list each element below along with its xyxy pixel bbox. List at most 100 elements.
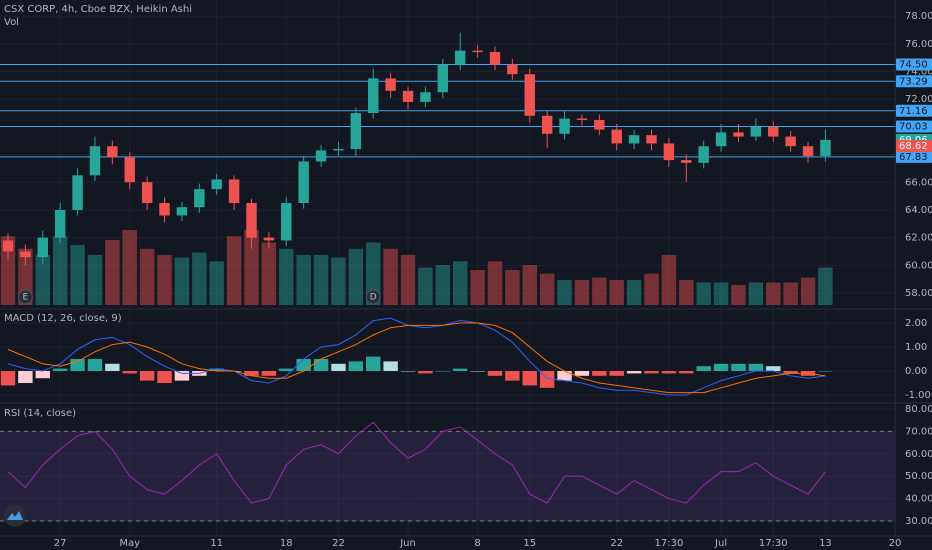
y-tick-label: 76.00 <box>905 39 932 50</box>
event-label: E <box>23 293 29 303</box>
volume-bar <box>139 248 155 305</box>
candle-body <box>263 237 275 241</box>
macd-hist <box>331 363 346 372</box>
logo-mark[interactable] <box>7 511 23 520</box>
volume-bar <box>209 261 224 305</box>
macd-hist <box>661 371 677 374</box>
y-tick-label: 1.00 <box>905 342 927 353</box>
macd-title: MACD (12, 26, close, 9) <box>4 313 122 324</box>
candle-body <box>559 118 570 134</box>
y-tick-label: 70.00 <box>905 426 932 437</box>
macd-hist <box>174 371 190 381</box>
volume-bar <box>313 255 329 305</box>
macd-hist <box>366 356 381 372</box>
volume-bar <box>296 255 311 305</box>
macd-hist <box>644 371 659 374</box>
candle-body <box>663 143 675 161</box>
candle-body <box>246 203 257 238</box>
y-tick-label: 78.00 <box>905 11 932 22</box>
y-tick-label: 60.00 <box>905 260 932 271</box>
price-box-label: 70.03 <box>899 121 928 132</box>
macd-hist <box>244 371 259 376</box>
macd-hist <box>783 371 798 374</box>
x-tick-label: May <box>119 538 140 549</box>
price-box <box>896 104 932 117</box>
signal-line <box>7 322 826 394</box>
candle-body <box>768 126 779 137</box>
rsi-title: RSI (14, close) <box>4 408 76 419</box>
macd-hist <box>383 361 398 372</box>
price-box-label: 68.62 <box>899 141 928 152</box>
volume-bar <box>783 282 798 305</box>
candle-body <box>594 119 605 130</box>
candle-body <box>194 189 205 208</box>
candle-body <box>402 90 414 102</box>
candle-body <box>107 146 118 158</box>
y-tick-label: 80.00 <box>905 404 932 415</box>
candle-body <box>298 161 309 204</box>
y-tick-label: 74.00 <box>905 66 932 77</box>
price-box <box>896 139 932 152</box>
volume-bar <box>435 265 451 305</box>
x-tick-label: Jun <box>399 538 416 549</box>
volume-bar <box>35 255 51 305</box>
macd-hist <box>261 371 277 376</box>
x-tick-label: 11 <box>210 538 223 549</box>
volume-bar <box>696 282 711 305</box>
volume-bar <box>644 273 659 305</box>
x-tick-label: 18 <box>280 538 293 549</box>
macd-hist <box>766 366 781 372</box>
macd-hist <box>70 359 85 372</box>
volume-bar <box>539 273 555 305</box>
candle-body <box>281 203 292 241</box>
volume-bar <box>731 285 746 305</box>
candle-body <box>420 92 431 102</box>
volume-bar <box>557 280 572 305</box>
macd-hist <box>279 368 294 372</box>
y-tick-label: 40.00 <box>905 494 932 505</box>
macd-hist <box>731 363 746 372</box>
candle-body <box>315 150 327 162</box>
candle-body <box>350 113 362 150</box>
macd-hist <box>574 371 590 376</box>
candle-body <box>2 240 14 252</box>
volume-bar <box>348 248 364 305</box>
macd-line <box>7 317 826 396</box>
volume-bar <box>748 282 764 305</box>
volume-bar <box>157 255 172 305</box>
candle-body <box>820 139 831 156</box>
volume-bar <box>52 236 68 305</box>
macd-hist <box>696 366 711 372</box>
candle-body <box>733 132 744 137</box>
volume-bar <box>105 240 120 305</box>
candle-body <box>54 209 66 238</box>
macd-hist <box>139 371 155 381</box>
candle-body <box>576 118 588 120</box>
volume-bar <box>244 230 259 305</box>
rsi-band <box>0 431 895 521</box>
logo-circle[interactable] <box>4 505 26 527</box>
macd-hist <box>348 361 364 372</box>
candle-body <box>698 146 709 163</box>
logo[interactable] <box>4 505 26 527</box>
chart-title: CSX CORP, 4h, Cboe BZX, Heikin Ashi <box>4 4 192 15</box>
macd-hist <box>452 368 468 372</box>
volume-bar <box>400 255 416 305</box>
macd-hist <box>87 359 103 372</box>
macd-hist <box>487 371 503 376</box>
x-tick-label: 17:30 <box>654 538 683 549</box>
candle-body <box>715 132 727 147</box>
price-box-label: 67.83 <box>899 152 928 163</box>
volume-bar <box>331 257 346 305</box>
volume-bar <box>626 280 642 305</box>
event-marker <box>365 289 381 305</box>
macd-hist <box>418 371 433 374</box>
price-box-label: 71.16 <box>899 106 928 117</box>
x-tick-label: 13 <box>819 538 832 549</box>
macd-hist <box>557 371 572 381</box>
volume-bar <box>505 270 520 305</box>
x-tick-label: 20 <box>889 538 902 549</box>
price-box <box>896 120 932 133</box>
candle-body <box>141 182 153 204</box>
y-tick-label: 64.00 <box>905 205 932 216</box>
